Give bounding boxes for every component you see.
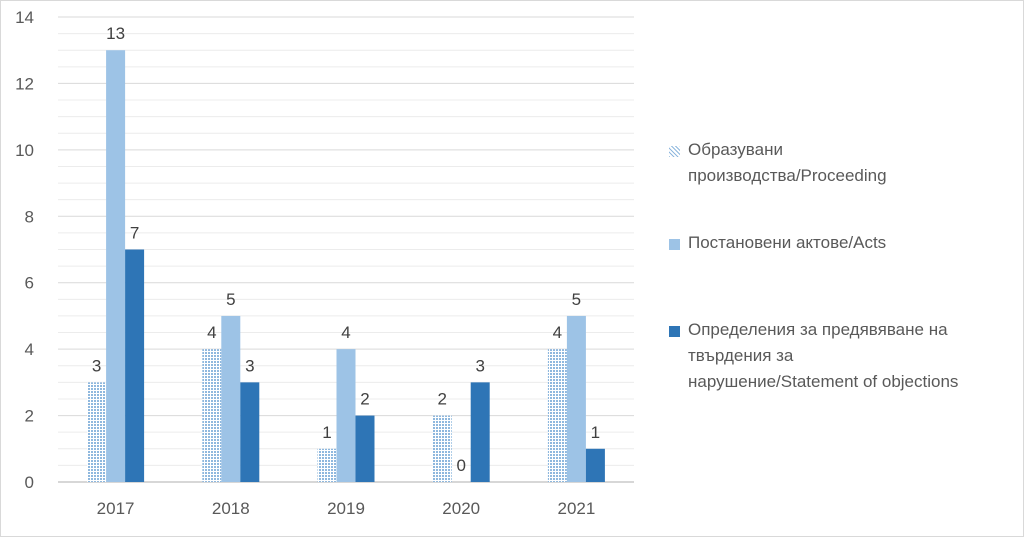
legend-item-proceeding: Образувани производства/Proceeding xyxy=(669,140,887,189)
data-label: 1 xyxy=(591,423,600,442)
legend-line: нарушение/Statement of objections xyxy=(688,372,959,391)
legend-item-acts: Постановени актове/Acts xyxy=(669,233,886,256)
data-label: 5 xyxy=(572,290,581,309)
bar-2-2017 xyxy=(106,50,126,482)
y-tick-label: 4 xyxy=(25,340,34,359)
x-tick-label: 2019 xyxy=(327,499,365,518)
y-tick-label: 8 xyxy=(25,207,34,226)
data-label: 3 xyxy=(245,356,254,375)
data-label: 7 xyxy=(130,224,139,243)
bars xyxy=(87,50,605,482)
bar-3-2021 xyxy=(585,448,605,482)
legend-line: твърдения за xyxy=(688,346,794,365)
data-label: 1 xyxy=(322,423,331,442)
data-label: 3 xyxy=(92,356,101,375)
data-label: 2 xyxy=(360,390,369,409)
bar-1-2018 xyxy=(202,349,222,482)
y-tick-label: 0 xyxy=(25,473,34,492)
bar-1-2019 xyxy=(317,448,337,482)
y-tick-label: 6 xyxy=(25,274,34,293)
legend-label: Постановени актове/Acts xyxy=(688,230,886,256)
bar-3-2017 xyxy=(125,249,145,482)
bar-1-2017 xyxy=(87,382,107,482)
bar-3-2018 xyxy=(240,382,260,482)
legend-line: производства/Proceeding xyxy=(688,166,887,185)
bar-1-2020 xyxy=(432,415,452,482)
legend-line: Образувани xyxy=(688,140,783,159)
legend-swatch-light xyxy=(669,239,680,250)
legend-label: Определения за предявяване на твърдения … xyxy=(688,317,958,395)
bar-2-2018 xyxy=(221,315,241,482)
bar-2-2021 xyxy=(566,315,586,482)
x-tick-label: 2017 xyxy=(97,499,135,518)
data-label: 3 xyxy=(475,356,484,375)
x-tick-label: 2021 xyxy=(557,499,595,518)
legend-line: Определения за предявяване на xyxy=(688,320,948,339)
bar-1-2021 xyxy=(547,349,567,482)
y-tick-label: 2 xyxy=(25,407,34,426)
y-tick-label: 10 xyxy=(15,141,34,160)
legend-swatch-dotted xyxy=(669,146,680,157)
legend-swatch-dark xyxy=(669,326,680,337)
data-label: 4 xyxy=(207,323,216,342)
data-label: 13 xyxy=(106,24,125,43)
y-tick-label: 12 xyxy=(15,74,34,93)
legend-label: Образувани производства/Proceeding xyxy=(688,137,887,189)
bar-3-2020 xyxy=(470,382,490,482)
x-tick-label: 2018 xyxy=(212,499,250,518)
data-label: 0 xyxy=(456,456,465,475)
bar-2-2019 xyxy=(336,349,356,482)
data-label: 5 xyxy=(226,290,235,309)
y-tick-label: 14 xyxy=(15,8,34,27)
x-tick-label: 2020 xyxy=(442,499,480,518)
data-label: 2 xyxy=(437,390,446,409)
data-label: 4 xyxy=(341,323,350,342)
bar-3-2019 xyxy=(355,415,375,482)
data-label: 4 xyxy=(553,323,562,342)
legend-line: Постановени актове/Acts xyxy=(688,233,887,252)
legend-item-objections: Определения за предявяване на твърдения … xyxy=(669,320,958,395)
